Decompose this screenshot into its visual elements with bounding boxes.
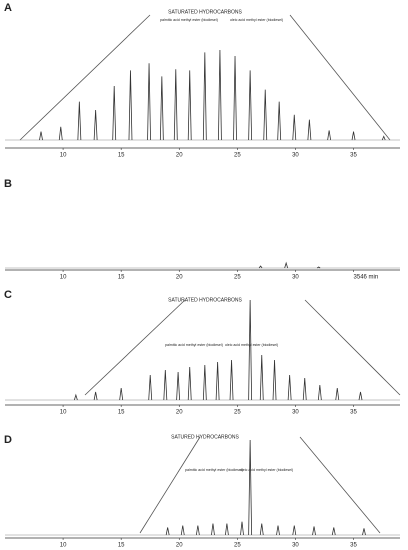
peak (147, 63, 151, 141)
peak (187, 70, 192, 141)
x-tick-label: 35 (350, 543, 357, 549)
annotation: palmitic acid methyl ester (biodiesel) (165, 343, 223, 347)
x-tick-label: 20 (176, 275, 183, 281)
annotation: oleic acid methyl ester (biodiesel) (240, 468, 293, 472)
x-tick-label: 25 (234, 543, 241, 549)
peak (316, 266, 321, 269)
peak (312, 526, 316, 536)
peak (165, 527, 170, 536)
x-tick-label: 35 (350, 153, 357, 159)
x-tick-label: 10 (60, 543, 67, 549)
x-tick-label: 30 (292, 410, 299, 416)
x-tick-label: 3546 min (354, 275, 379, 281)
peak (277, 101, 282, 141)
panel-label: C (4, 289, 12, 301)
x-tick-label: 25 (234, 410, 241, 416)
peak (93, 391, 98, 401)
panel-title: SATURATED HYDROCARBONS (168, 297, 242, 303)
peak (180, 525, 185, 536)
peak (284, 261, 289, 269)
panel-title: SATURED HYDROCARBONS (171, 434, 239, 440)
envelope-lines (19, 14, 401, 534)
peak (58, 126, 63, 141)
peak (202, 364, 207, 401)
annotation: palmitic acid methyl ester (biodiesel) (185, 468, 243, 472)
peak (233, 55, 237, 141)
peak (195, 525, 200, 536)
x-tick-label: 20 (176, 153, 183, 159)
peak (148, 374, 153, 401)
peak (229, 359, 234, 401)
peak (248, 70, 253, 141)
panel-label: D (4, 434, 12, 446)
peak (202, 52, 207, 141)
peak (307, 119, 312, 141)
peak (292, 525, 297, 536)
x-tick-label: 30 (292, 153, 299, 159)
peak (225, 523, 229, 536)
peak (119, 387, 124, 401)
peak (258, 265, 263, 269)
x-tick-label: 15 (118, 275, 125, 281)
x-tick-label: 15 (118, 543, 125, 549)
peak (159, 76, 164, 141)
peak (358, 391, 363, 401)
peak (163, 369, 168, 401)
peak (351, 131, 356, 141)
peak (215, 361, 220, 401)
x-tick-label: 30 (292, 543, 299, 549)
peak (362, 528, 366, 536)
annotation: oleic acid methyl ester (biodiesel) (225, 343, 278, 347)
peak (259, 354, 264, 401)
peak (173, 69, 178, 141)
peak (331, 527, 336, 536)
peak (73, 393, 78, 401)
panel-label: A (4, 2, 12, 14)
x-tick-label: 25 (234, 275, 241, 281)
peak (259, 523, 264, 536)
peak (287, 374, 292, 401)
annotation: oleic acid methyl ester (biodiesel) (230, 18, 283, 22)
peak (240, 521, 244, 536)
peak (327, 130, 332, 141)
peak (248, 299, 253, 401)
peak (176, 371, 181, 401)
x-tick-label: 10 (60, 153, 67, 159)
peak (272, 359, 277, 401)
peak (302, 377, 307, 401)
peak (39, 131, 43, 141)
x-tick-label: 25 (234, 153, 241, 159)
x-tick-label: 20 (176, 410, 183, 416)
x-tick-label: 20 (176, 543, 183, 549)
peak (381, 135, 386, 141)
peak (218, 49, 222, 141)
peak (77, 101, 82, 141)
x-tick-label: 35 (350, 410, 357, 416)
peak (112, 85, 117, 141)
peak (263, 89, 268, 141)
peak (211, 523, 215, 536)
peak (128, 70, 133, 141)
x-tick-label: 15 (118, 410, 125, 416)
peak (292, 114, 297, 141)
peak (317, 384, 322, 401)
peak (187, 366, 192, 401)
x-tick-label: 10 (60, 275, 67, 281)
x-tick-label: 15 (118, 153, 125, 159)
peak (93, 109, 98, 141)
peak (276, 525, 280, 536)
panel-label: B (4, 178, 12, 190)
x-tick-label: 10 (60, 410, 67, 416)
x-tick-label: 30 (292, 275, 299, 281)
peak (248, 439, 253, 536)
panel-title: SATURATED HYDROCARBONS (168, 9, 242, 15)
annotation: palmitic acid methyl ester (biodiesel) (160, 18, 218, 22)
peak (335, 387, 340, 401)
